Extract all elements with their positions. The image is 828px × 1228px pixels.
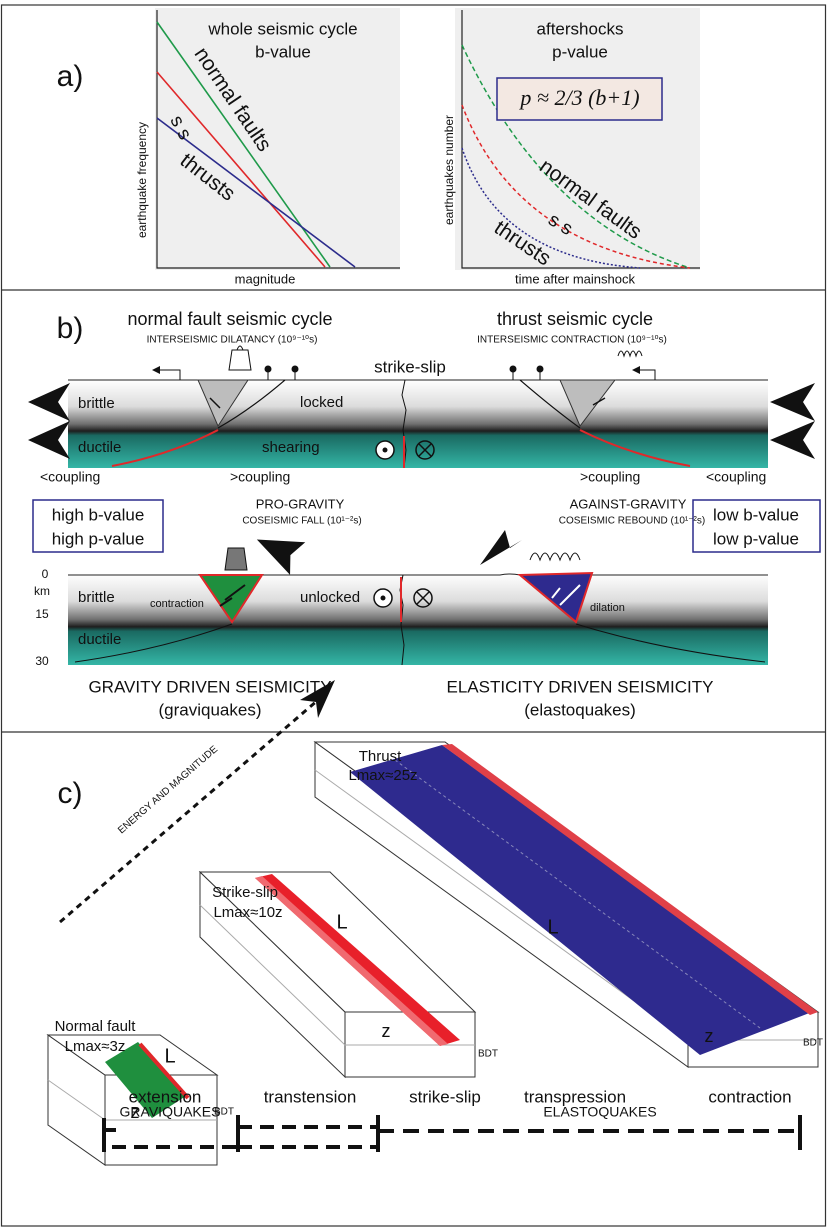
extension-arrow: [152, 366, 160, 374]
fault-lmax: Lmax≈3z: [65, 1038, 126, 1055]
layer-label: ductile: [78, 439, 121, 456]
wedge-label: dilation: [590, 602, 625, 614]
fault-lmax: Lmax≈10z: [213, 904, 282, 921]
layer-label: brittle: [78, 589, 115, 606]
arrow-label: ENERGY AND MAGNITUDE: [116, 744, 220, 837]
box-text: high b-value: [52, 505, 145, 524]
axis-label: time after mainshock: [515, 271, 635, 286]
box-text: low p-value: [713, 529, 799, 548]
caption: ELASTICITY DRIVEN SEISMICITY: [446, 677, 713, 696]
far-field-arrows: [28, 421, 70, 459]
depth-label: z: [382, 1021, 391, 1041]
regime-label: strike-slip: [409, 1087, 481, 1106]
spring-icon: [618, 351, 642, 356]
coseismic-title: PRO-GRAVITY: [256, 496, 345, 511]
box-text: high p-value: [52, 529, 145, 548]
far-field-arrows: [770, 421, 815, 459]
cycle-title: normal fault seismic cycle: [127, 309, 332, 329]
pro-gravity-arrow: [249, 523, 305, 575]
against-gravity-arrow: [480, 530, 522, 565]
class-label: GRAVIQUAKES: [120, 1104, 221, 1120]
caption: GRAVITY DRIVEN SEISMICITY: [88, 677, 331, 696]
coupling-label: <coupling: [706, 469, 766, 485]
axis-label: earthquakes number: [442, 115, 456, 225]
strike-slip-block: [200, 872, 475, 1077]
axis-label: magnitude: [235, 271, 296, 286]
far-field-arrows: [28, 383, 70, 421]
contraction-arrow: [640, 370, 655, 380]
out-of-page-symbol: [381, 596, 386, 601]
fault-state: shearing: [262, 439, 320, 456]
weight-icon: [225, 548, 247, 570]
depth-label: 15: [35, 607, 49, 621]
coseismic-title: AGAINST-GRAVITY: [570, 496, 687, 511]
formula: p ≈ 2/3 (b+1): [518, 85, 639, 110]
coseismic-subtitle: COSEISMIC FALL (10¹⁻²s): [242, 516, 361, 527]
far-field-arrows: [770, 383, 815, 421]
bdt-label: BDT: [803, 1038, 823, 1049]
spring-icon: [530, 553, 580, 560]
regime-label: transtension: [264, 1087, 357, 1106]
axis-label: earthquake frequency: [135, 122, 149, 238]
panel-label: b): [57, 312, 84, 345]
box-text: low b-value: [713, 505, 799, 524]
fault-name: Strike-slip: [212, 884, 278, 901]
page: {"panel_a": {"label": "a)", "b_value_plo…: [0, 0, 828, 1228]
caption: (graviquakes): [159, 700, 262, 719]
cycle-subtitle: INTERSEISMIC DILATANCY (10⁹⁻¹⁰s): [147, 335, 318, 346]
crust-block: [68, 574, 768, 665]
wedge-label: contraction: [150, 598, 204, 610]
regime-label: contraction: [708, 1087, 791, 1106]
coupling-label: >coupling: [230, 469, 290, 485]
fault-state: unlocked: [300, 589, 360, 606]
gps-markers: [510, 366, 516, 372]
layer-label: ductile: [78, 631, 121, 648]
fault-lmax: Lmax≈25z: [348, 767, 417, 784]
contraction-arrow: [632, 366, 640, 374]
panel-label: c): [58, 777, 83, 810]
weight-icon: [229, 346, 251, 370]
gps-markers: [265, 366, 271, 372]
depth-label: 30: [35, 654, 49, 668]
gps-markers: [537, 366, 543, 372]
fault-name: Normal fault: [55, 1018, 137, 1035]
fault-state: locked: [300, 394, 343, 411]
coupling-label: <coupling: [40, 469, 100, 485]
length-label: L: [336, 911, 347, 933]
fault-name: Thrust: [359, 748, 402, 765]
caption: (elastoquakes): [524, 700, 636, 719]
plot-subtitle: p-value: [552, 42, 608, 61]
plot-title: aftershocks: [537, 19, 624, 38]
class-label: ELASTOQUAKES: [543, 1104, 656, 1120]
coseismic-subtitle: COSEISMIC REBOUND (10¹⁻²s): [559, 516, 705, 527]
length-label: L: [547, 916, 558, 938]
cycle-subtitle: INTERSEISMIC CONTRACTION (10⁹⁻¹⁰s): [477, 335, 667, 346]
panel-label: a): [57, 60, 84, 93]
gps-markers: [292, 366, 298, 372]
out-of-page-symbol: [383, 448, 388, 453]
depth-label: z: [705, 1026, 714, 1046]
extension-arrow: [160, 370, 180, 380]
depth-label: km: [34, 584, 50, 598]
bdt-label: BDT: [478, 1049, 498, 1060]
figure: a) whole seismic cycle b-value normal fa…: [0, 0, 828, 1228]
strike-slip-label: strike-slip: [374, 357, 446, 376]
plot-subtitle: b-value: [255, 42, 311, 61]
layer-label: brittle: [78, 395, 115, 412]
length-label: L: [164, 1045, 175, 1067]
cycle-title: thrust seismic cycle: [497, 309, 653, 329]
coupling-label: >coupling: [580, 469, 640, 485]
depth-label: 0: [42, 567, 49, 581]
plot-title: whole seismic cycle: [207, 19, 357, 38]
